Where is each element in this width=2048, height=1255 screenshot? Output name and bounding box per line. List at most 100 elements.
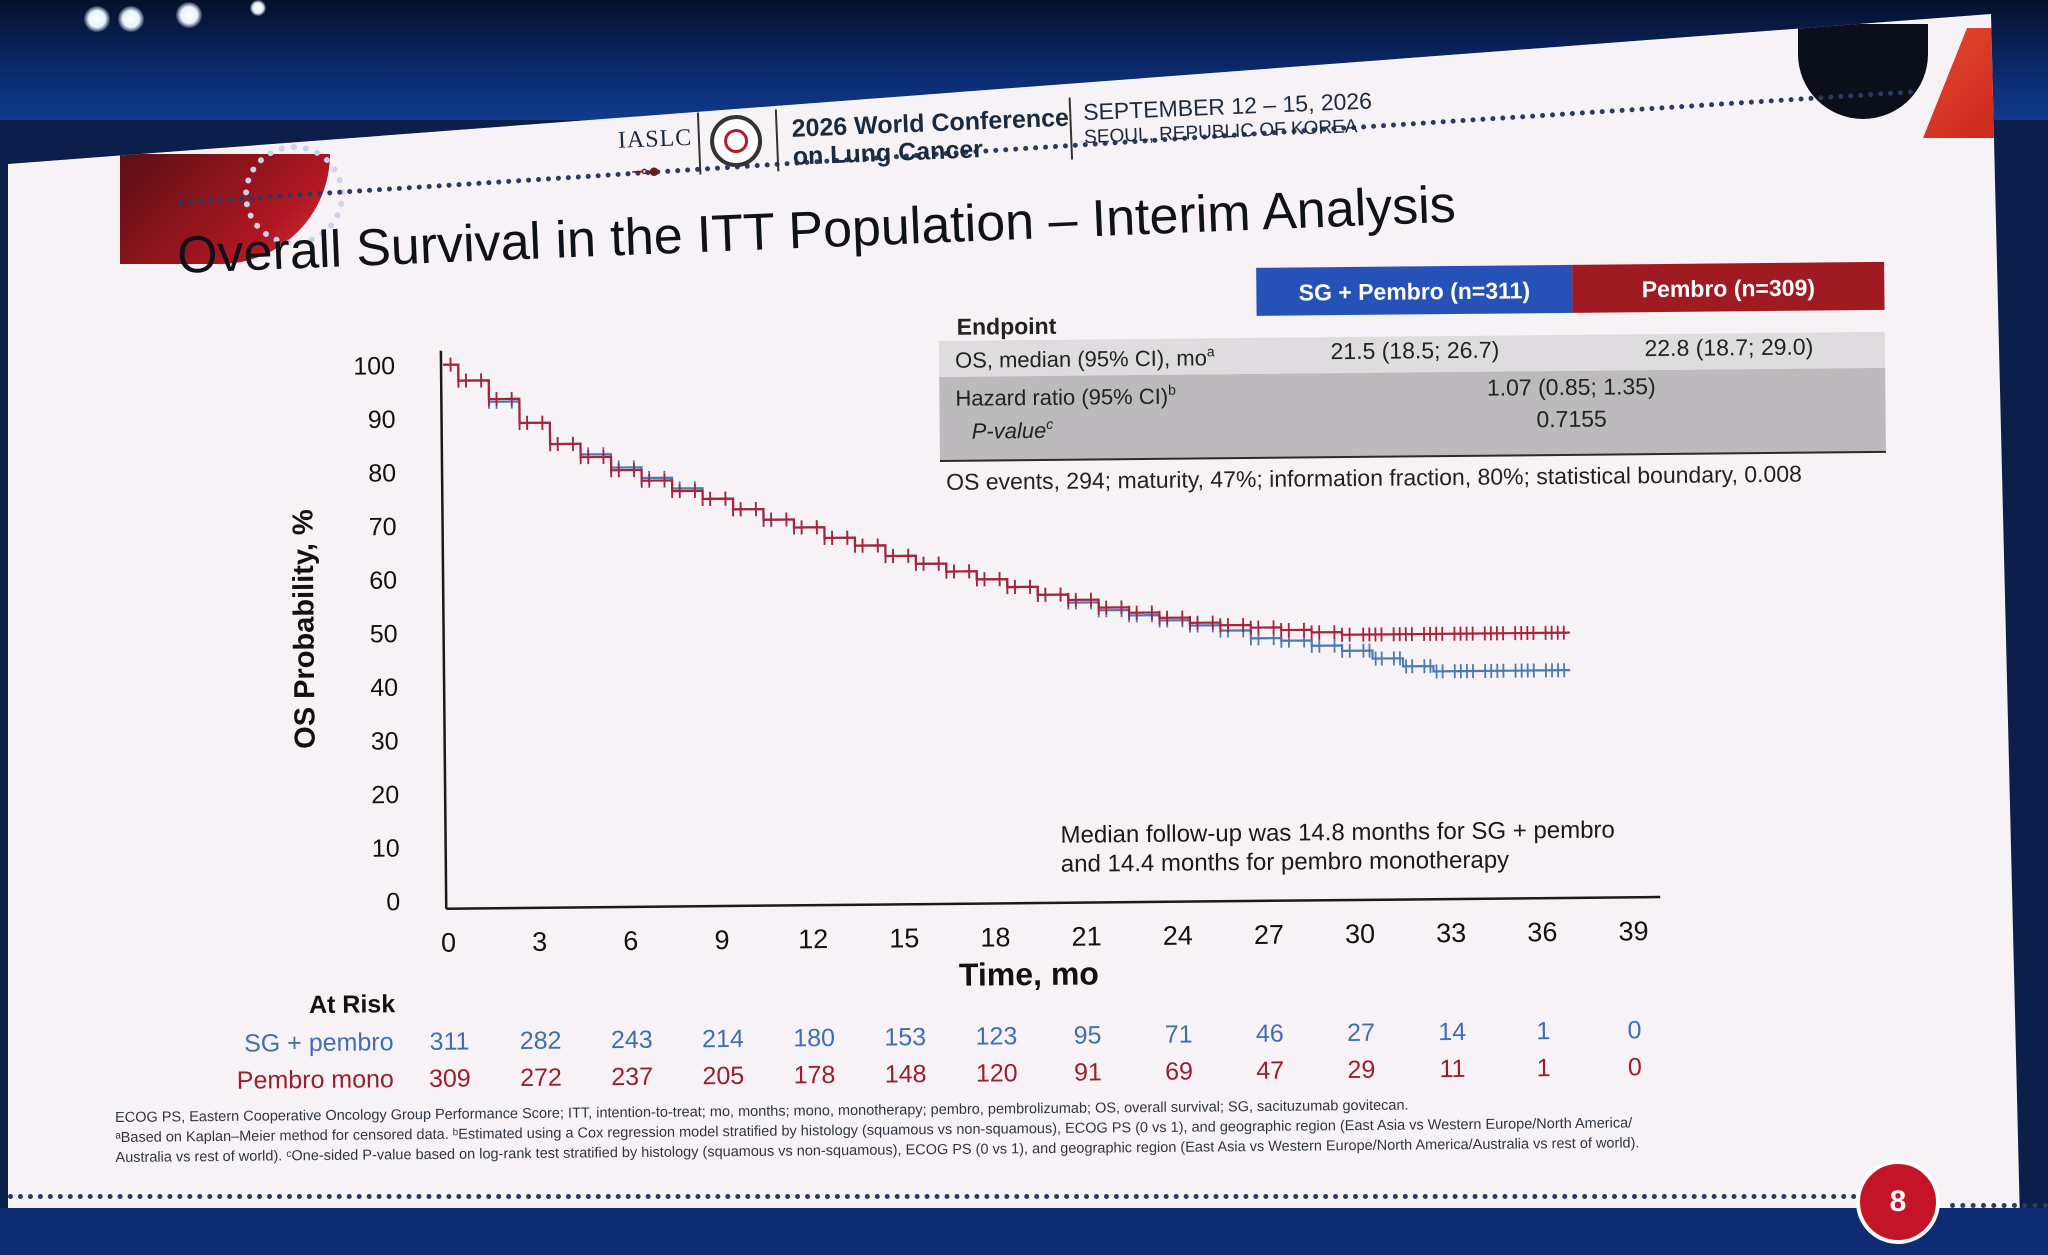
at-risk-label: SG + pembro [244,1028,394,1057]
at-risk-value: 148 [885,1060,927,1088]
table-col2-label: Pembro (n=309) [1642,275,1815,303]
at-risk-title: At Risk [309,990,395,1019]
y-tick-label: 70 [369,513,397,541]
at-risk-value: 123 [975,1022,1017,1050]
at-risk-value: 180 [793,1024,835,1052]
at-risk-value: 14 [1438,1018,1466,1046]
stage-light-icon [118,6,144,32]
y-axis-line [439,350,448,909]
at-risk-value: 69 [1165,1058,1193,1086]
stage-bottom-bar [0,1208,2048,1255]
y-tick-label: 10 [372,835,400,863]
y-tick-label: 40 [370,674,398,702]
table-header-pembro [1572,261,1885,313]
at-risk-value: 47 [1256,1057,1284,1085]
x-tick-label: 33 [1436,918,1466,948]
at-risk-value: 120 [976,1059,1018,1087]
at-risk-label: Pembro mono [237,1065,394,1095]
at-risk-value: 11 [1439,1055,1465,1083]
y-tick-label: 20 [371,781,399,809]
at-risk-value: 27 [1347,1019,1375,1047]
median-followup-note-line1: Median follow-up was 14.8 months for SG … [1060,816,1615,848]
table-row2-value: 1.07 (0.85; 1.35) [1487,373,1656,401]
at-risk-value: 0 [1627,1016,1641,1044]
x-tick-label: 30 [1345,919,1375,949]
table-row1-label-wrap: OS, median (95% CI), moa [955,343,1215,372]
x-tick-label: 3 [532,927,547,957]
table-endpoint-header: Endpoint [957,313,1057,340]
x-tick-label: 12 [798,924,828,954]
x-tick-label: 36 [1527,917,1557,947]
at-risk-value: 214 [702,1025,744,1053]
at-risk-table: At Risk SG + pembro 311 282 243 214 180 153 123… [237,990,1642,1095]
at-risk-value: 71 [1165,1021,1193,1049]
km-curve-pembro-mono [443,363,1570,636]
x-tick-label: 18 [980,922,1010,952]
at-risk-value: 46 [1256,1020,1284,1048]
table-row3-value: 0.7155 [1536,406,1607,433]
at-risk-value: 311 [429,1027,469,1055]
at-risk-value: 91 [1074,1058,1102,1086]
at-risk-value: 243 [611,1026,653,1054]
x-tick-label: 0 [441,928,456,958]
stage-light-icon [250,0,266,16]
footer-dotted-rule-right [1950,1203,2048,1208]
x-axis-line [446,895,1661,910]
y-tick-label: 100 [353,352,395,380]
at-risk-value: 309 [429,1064,471,1092]
presentation-slide [8,14,2020,1222]
x-tick-label: 21 [1071,921,1101,951]
x-tick-labels: 0 3 6 9 12 15 18 21 24 27 30 33 36 39 [441,916,1649,958]
at-risk-value: 0 [1628,1053,1642,1081]
table-row1-sup: a [1207,343,1215,359]
median-followup-note-line2: and 14.4 months for pembro monotherapy [1061,846,1510,877]
at-risk-value: 29 [1347,1056,1375,1084]
table-row2-sup: b [1168,382,1176,398]
x-tick-label: 24 [1163,921,1193,951]
y-tick-labels: 0 10 20 30 40 50 60 70 80 90 100 [353,352,400,916]
decorative-swirl-icon [243,144,345,246]
x-tick-label: 27 [1254,920,1284,950]
x-axis-title: Time, mo [959,955,1099,992]
stage-light-icon [84,6,110,32]
table-header-sg-pembro [1256,264,1573,316]
page-number-badge: 8 [1856,1160,1940,1244]
table-col1-label: SG + Pembro (n=311) [1299,277,1531,305]
at-risk-value: 272 [520,1064,562,1092]
y-tick-label: 80 [368,459,396,487]
at-risk-value: 282 [520,1027,562,1055]
y-tick-label: 0 [386,888,400,916]
y-axis-title: OS Probability, % [287,509,321,749]
y-tick-label: 30 [371,727,399,755]
table-row1-col1: 21.5 (18.5; 26.7) [1330,337,1499,365]
at-risk-value: 237 [611,1063,653,1091]
y-tick-label: 60 [369,567,397,595]
x-tick-label: 9 [714,925,729,955]
table-row2-label: Hazard ratio (95% CI) [955,384,1168,411]
at-risk-value: 1 [1537,1054,1551,1082]
y-tick-label: 50 [370,620,398,648]
table-rule [939,450,1886,462]
at-risk-rows: SG + pembro 311 282 243 214 180 153 123 95 71 46 27… [237,1016,1642,1095]
table-row3-label-wrap: P-valuec [972,416,1054,444]
km-curves [443,357,1571,679]
table-row3-label: P-value [972,418,1047,444]
at-risk-value: 1 [1536,1017,1550,1045]
y-tick-label: 90 [368,406,396,434]
table-row2-label-wrap: Hazard ratio (95% CI)b [955,382,1176,411]
at-risk-value: 95 [1074,1021,1102,1049]
table-row-os-median [938,331,1886,377]
at-risk-value: 205 [702,1062,744,1090]
footer-dotted-rule [8,1194,1858,1199]
table-note: OS events, 294; maturity, 47%; informati… [946,461,1802,495]
at-risk-value: 153 [884,1023,926,1051]
stage-light-icon [176,2,202,28]
table-row-hazard-ratio [939,367,1886,461]
table-row1-col2: 22.8 (18.7; 29.0) [1644,334,1813,362]
x-tick-label: 39 [1618,916,1648,946]
x-tick-label: 6 [623,926,638,956]
at-risk-value: 178 [793,1061,835,1089]
x-tick-label: 15 [889,923,919,953]
